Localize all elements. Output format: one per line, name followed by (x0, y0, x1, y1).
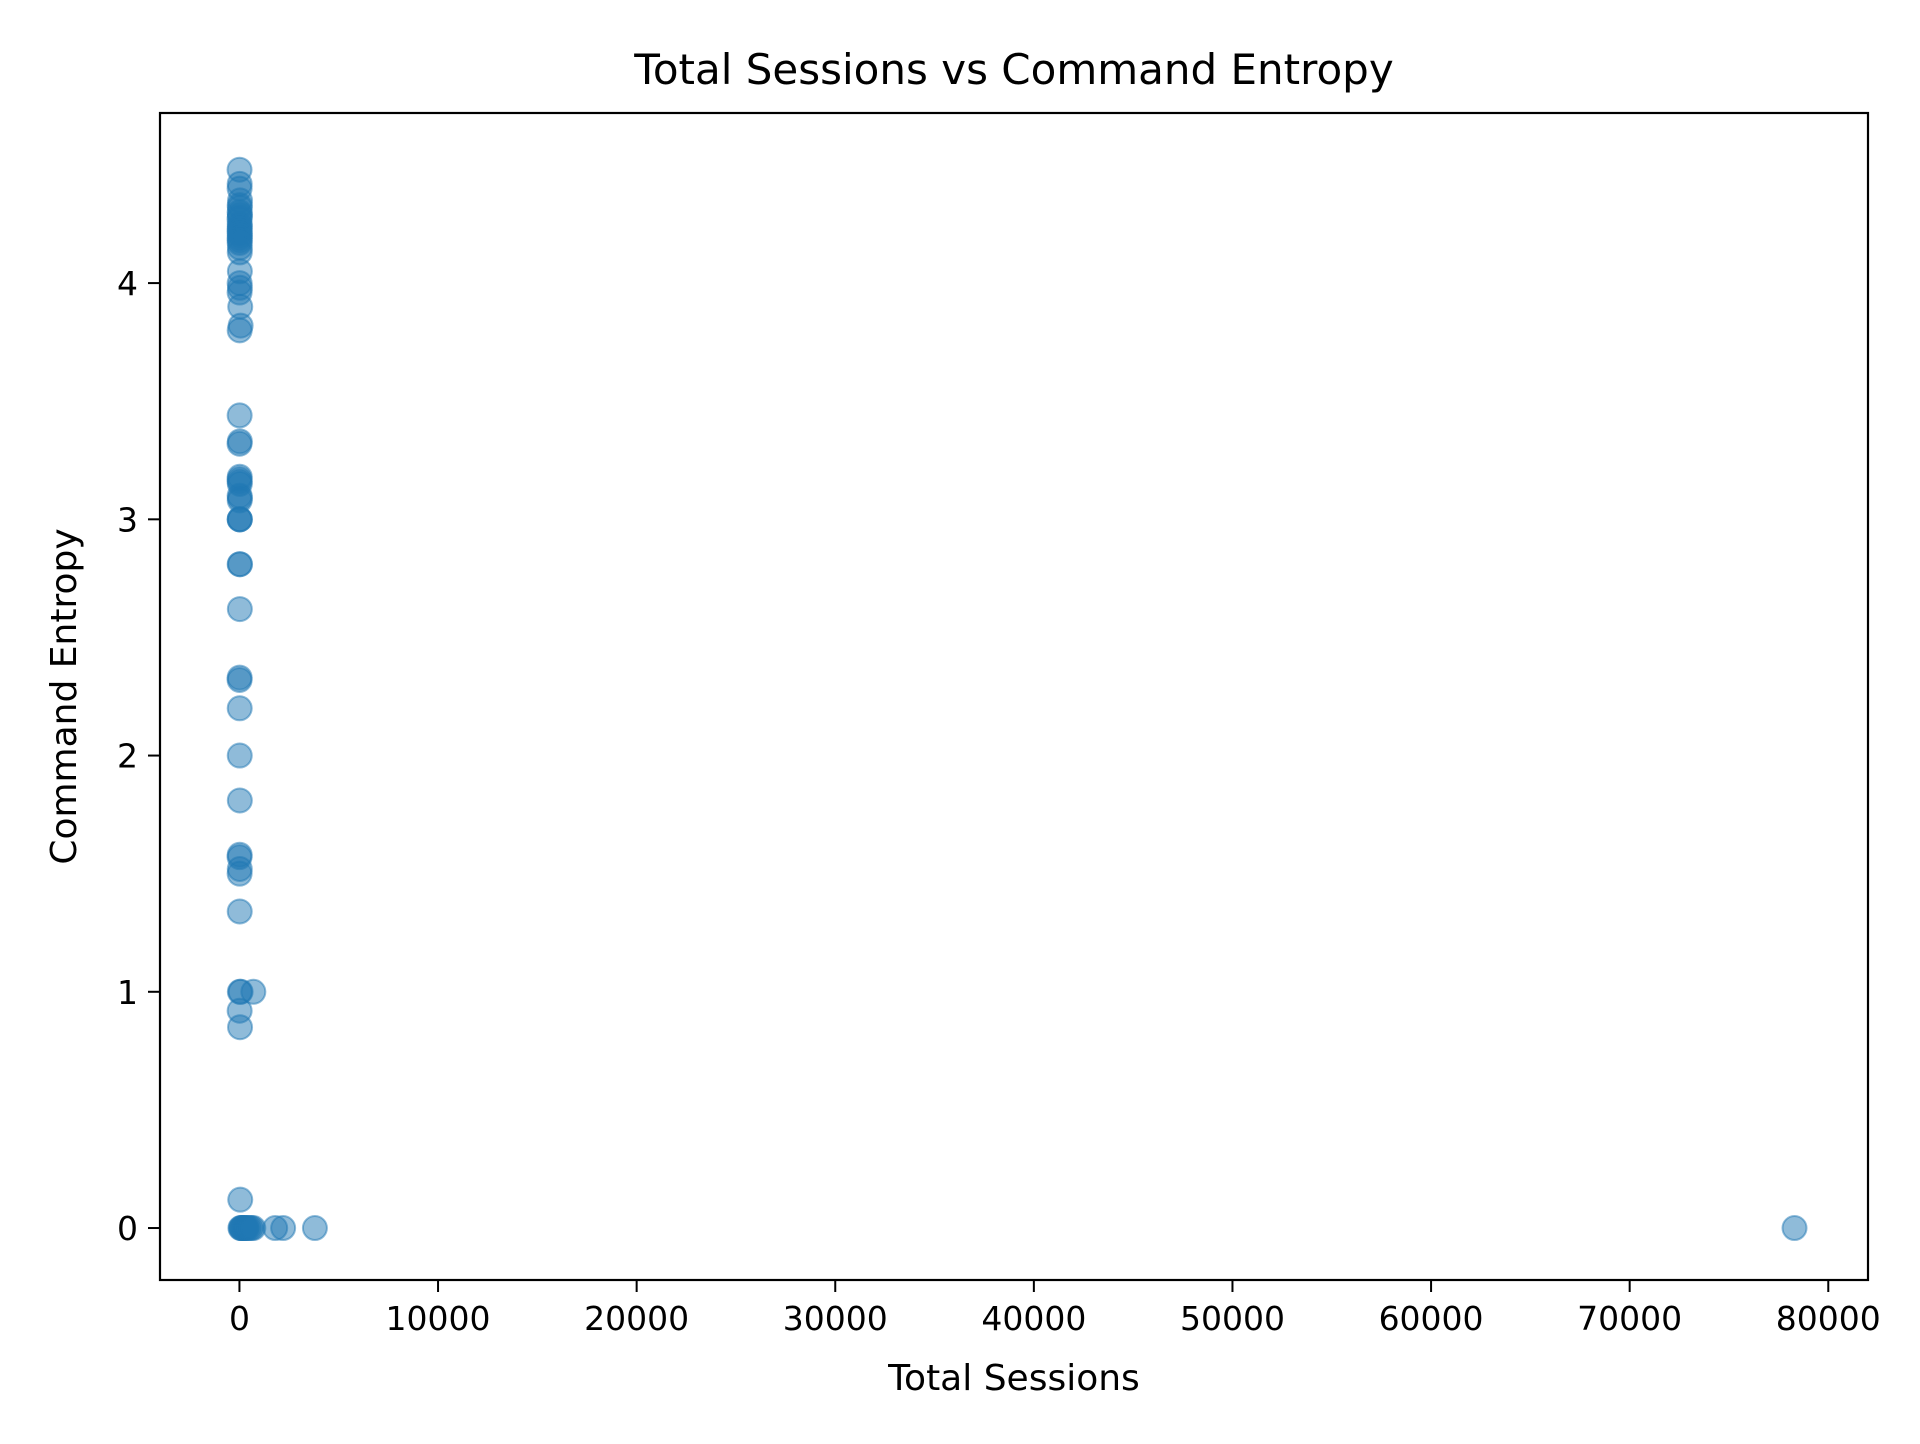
x-tick-label: 20000 (584, 1299, 689, 1338)
data-point (226, 898, 253, 925)
data-point (226, 695, 253, 722)
x-tick-label: 60000 (1379, 1299, 1484, 1338)
x-tick-label: 10000 (386, 1299, 491, 1338)
data-point (270, 1215, 297, 1242)
data-point (226, 596, 253, 623)
y-axis-label: Command Entropy (44, 528, 85, 864)
data-point (301, 1215, 328, 1242)
chart-title: Total Sessions vs Command Entropy (633, 45, 1393, 94)
x-axis: 0 10000 20000 30000 40000 50000 60000 70000 8000… (229, 1280, 1881, 1338)
x-tick-label: 80000 (1776, 1299, 1881, 1338)
data-point (227, 1186, 254, 1213)
x-tick-label: 0 (229, 1299, 250, 1338)
data-point (226, 430, 253, 457)
data-point (226, 506, 253, 533)
y-tick-label: 1 (117, 973, 138, 1012)
plot-frame (158, 111, 1870, 1282)
x-axis-label: Total Sessions (887, 1358, 1140, 1399)
data-point (226, 317, 253, 344)
data-point (226, 860, 253, 887)
y-tick-label: 3 (117, 500, 138, 539)
y-tick-label: 0 (117, 1209, 138, 1248)
x-tick-label: 40000 (981, 1299, 1086, 1338)
data-point (226, 787, 253, 814)
y-tick-label: 4 (117, 264, 138, 303)
data-point (227, 1014, 254, 1041)
data-point (227, 551, 254, 578)
x-tick-label: 70000 (1577, 1299, 1682, 1338)
points-layer (226, 156, 1808, 1242)
x-tick-label: 50000 (1180, 1299, 1285, 1338)
y-axis: 0 1 2 3 4 (117, 264, 160, 1248)
y-tick-label: 2 (117, 737, 138, 776)
data-point (240, 1215, 267, 1242)
data-point (226, 402, 253, 429)
data-point (226, 742, 253, 769)
data-point (226, 666, 253, 693)
x-tick-label: 30000 (783, 1299, 888, 1338)
data-point (1781, 1215, 1808, 1242)
